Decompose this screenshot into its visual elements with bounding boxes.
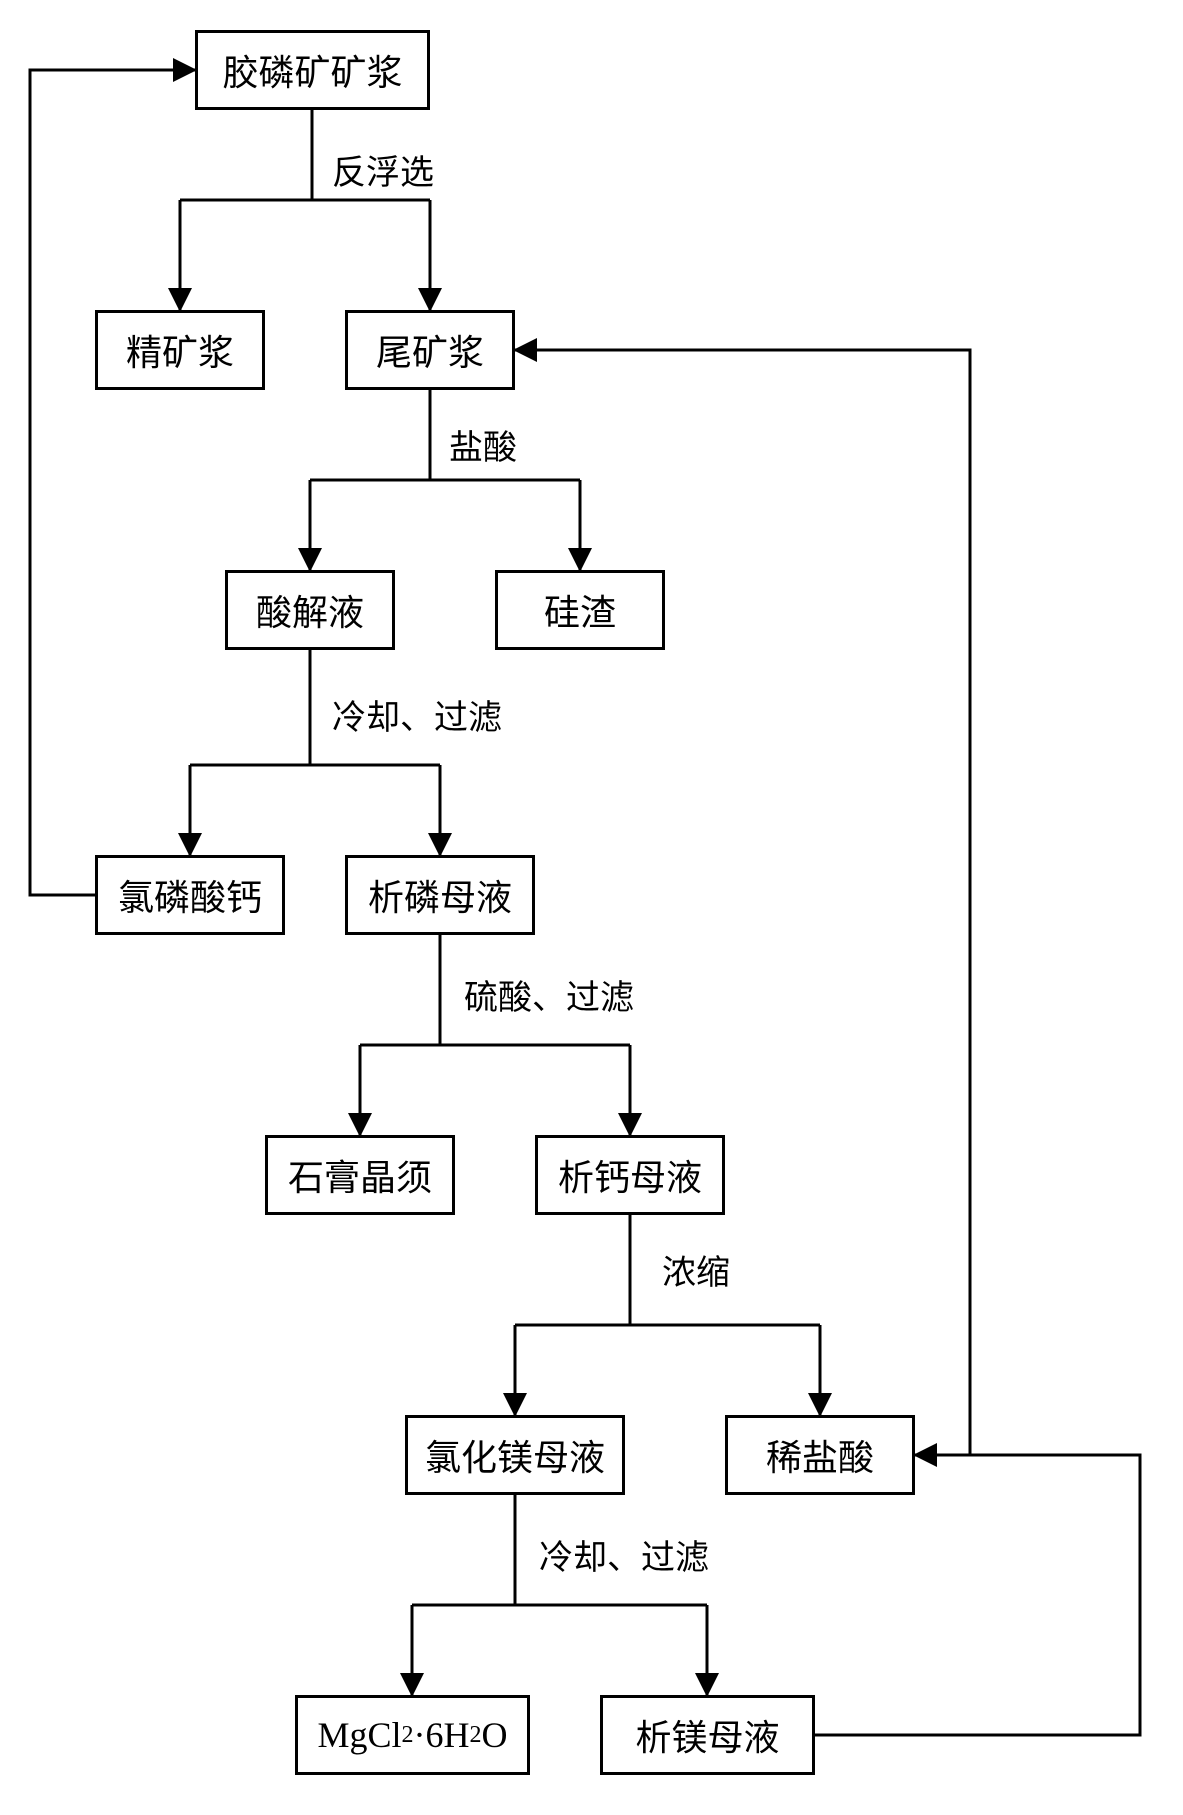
label-cool-filter-2: 冷却、过滤: [537, 1530, 711, 1579]
node-silicon-residue: 硅渣: [495, 570, 665, 650]
node-calcium-chlorophosphate: 氯磷酸钙: [95, 855, 285, 935]
label-concentrate: 浓缩: [660, 1245, 732, 1294]
node-tailings-slurry: 尾矿浆: [345, 310, 515, 390]
flowchart-canvas: 胶磷矿矿浆 精矿浆 尾矿浆 酸解液 硅渣 氯磷酸钙 析磷母液 石膏晶须 析钙母液…: [0, 0, 1183, 1815]
node-gypsum-whisker: 石膏晶须: [265, 1135, 455, 1215]
node-concentrate-slurry: 精矿浆: [95, 310, 265, 390]
label-sulfuric-filter: 硫酸、过滤: [462, 970, 636, 1019]
node-dilute-hcl: 稀盐酸: [725, 1415, 915, 1495]
node-mg-mother: 析镁母液: [600, 1695, 815, 1775]
node-phosphate-slurry: 胶磷矿矿浆: [195, 30, 430, 110]
node-mgcl2-6h2o: MgCl2·6H2O: [295, 1695, 530, 1775]
label-reverse-flotation: 反浮选: [330, 145, 436, 194]
node-phosphorus-mother: 析磷母液: [345, 855, 535, 935]
label-cool-filter-1: 冷却、过滤: [330, 690, 504, 739]
node-mgcl-mother: 氯化镁母液: [405, 1415, 625, 1495]
node-acid-solution: 酸解液: [225, 570, 395, 650]
node-calcium-mother: 析钙母液: [535, 1135, 725, 1215]
label-hcl: 盐酸: [447, 420, 519, 469]
